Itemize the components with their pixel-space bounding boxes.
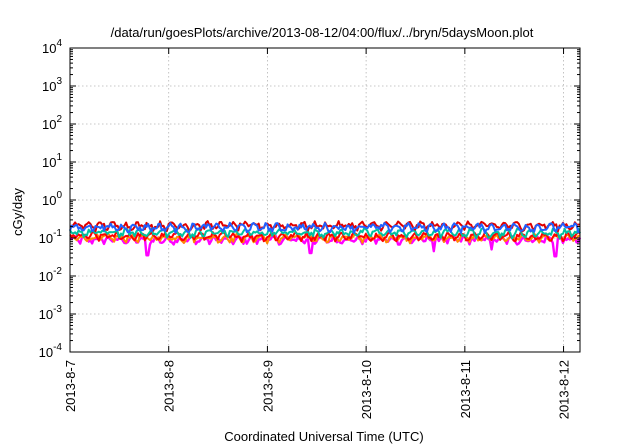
series-group xyxy=(69,220,582,258)
series-line xyxy=(69,231,581,243)
x-tick-label: 2013-8-8 xyxy=(162,360,177,412)
series-line xyxy=(69,227,581,240)
y-tick-label: 10-3 xyxy=(39,304,63,322)
y-tick-label: 104 xyxy=(42,38,62,56)
x-tick-labels: 2013-8-7 2013-8-8 2013-8-9 2013-8-10 2013-8-… xyxy=(63,360,572,419)
y-tick-label: 102 xyxy=(42,114,62,132)
chart-title: /data/run/goesPlots/archive/2013-08-12/0… xyxy=(111,25,534,40)
ticks xyxy=(69,47,580,353)
y-tick-label: 10-4 xyxy=(39,342,63,360)
series-line xyxy=(69,221,581,234)
y-tick-labels: 10-4 10-3 10-2 10-1 100 101 102 103 104 xyxy=(39,38,63,360)
y-axis-label: cGy/day xyxy=(10,188,25,236)
grid xyxy=(70,48,580,352)
x-tick-label: 2013-8-12 xyxy=(557,360,572,419)
y-tick-label: 10-2 xyxy=(39,266,63,284)
x-tick-label: 2013-8-7 xyxy=(63,360,78,412)
y-tick-label: 101 xyxy=(42,152,62,170)
x-axis-label: Coordinated Universal Time (UTC) xyxy=(224,429,423,444)
y-tick-label: 10-1 xyxy=(39,228,63,246)
y-tick-label: 103 xyxy=(42,76,62,94)
y-tick-label: 100 xyxy=(42,190,62,208)
x-tick-label: 2013-8-10 xyxy=(359,360,374,419)
x-tick-label: 2013-8-11 xyxy=(458,360,473,418)
x-tick-label: 2013-8-9 xyxy=(260,360,275,412)
